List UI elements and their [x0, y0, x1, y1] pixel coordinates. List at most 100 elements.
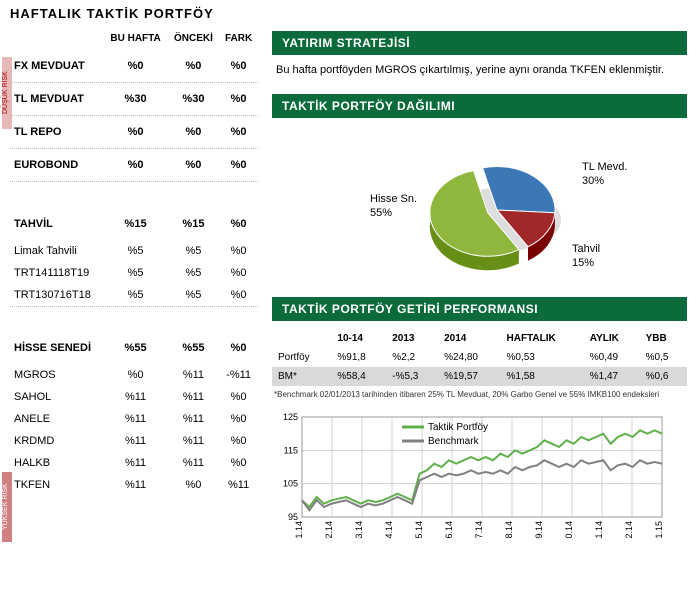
- alloc-cell: MGROS: [10, 364, 103, 386]
- alloc-cell: %30: [103, 83, 167, 116]
- alloc-row: TL MEVDUAT%30%30%0: [10, 83, 258, 116]
- alloc-cell: TL REPO: [10, 116, 103, 149]
- strategy-header: YATIRIM STRATEJİSİ: [272, 31, 687, 55]
- alloc-cell: %11: [103, 474, 167, 496]
- y-tick-label: 105: [283, 479, 298, 489]
- alloc-cell: %11: [103, 452, 167, 474]
- alloc-cell: %5: [168, 240, 220, 262]
- alloc-cell: %5: [103, 240, 167, 262]
- alloc-cell: %15: [103, 208, 167, 240]
- alloc-cell: -%11: [219, 364, 258, 386]
- alloc-row: EUROBOND%0%0%0: [10, 149, 258, 182]
- alloc-row: FX MEVDUAT%0%0%0: [10, 50, 258, 83]
- alloc-cell: ANELE: [10, 408, 103, 430]
- alloc-col-header: BU HAFTA: [103, 31, 167, 50]
- alloc-row: HALKB%11%11%0: [10, 452, 258, 474]
- alloc-cell: %0: [219, 83, 258, 116]
- pie-label: Hisse Sn.: [370, 193, 417, 205]
- pie-header: TAKTİK PORTFÖY DAĞILIMI: [272, 94, 687, 118]
- alloc-cell: %0: [219, 149, 258, 182]
- perf-col-header: 10-14: [331, 329, 386, 348]
- alloc-row: TRT130716T18%5%5%0: [10, 284, 258, 307]
- alloc-row: TAHVİL%15%15%0: [10, 208, 258, 240]
- legend-label: Benchmark: [428, 436, 480, 447]
- alloc-cell: TRT141118T19: [10, 262, 103, 284]
- x-tick-label: 01.14: [294, 521, 304, 539]
- alloc-cell: %5: [168, 262, 220, 284]
- alloc-cell: %55: [168, 332, 220, 364]
- line-chart: 9510511512501.1402.1403.1404.1405.1406.1…: [272, 407, 687, 542]
- alloc-row: MGROS%0%11-%11: [10, 364, 258, 386]
- alloc-row: ANELE%11%11%0: [10, 408, 258, 430]
- alloc-cell: %11: [219, 474, 258, 496]
- perf-cell: %91,8: [331, 348, 386, 367]
- alloc-cell: %0: [103, 149, 167, 182]
- alloc-col-header: [10, 31, 103, 50]
- alloc-row: SAHOL%11%11%0: [10, 386, 258, 408]
- allocation-table: BU HAFTAÖNCEKİFARK FX MEVDUAT%0%0%0TL ME…: [10, 31, 258, 496]
- alloc-row: Limak Tahvili%5%5%0: [10, 240, 258, 262]
- perf-footnote: *Benchmark 02/01/2013 tarihinden itibare…: [272, 386, 687, 408]
- perf-row: BM*%58,4-%5,3%19,57%1,58%1,47%0,6: [272, 367, 687, 386]
- alloc-cell: %11: [103, 386, 167, 408]
- alloc-cell: %0: [168, 50, 220, 83]
- y-tick-label: 115: [284, 446, 298, 456]
- alloc-cell: %0: [103, 116, 167, 149]
- alloc-cell: %0: [219, 386, 258, 408]
- perf-cell: %2,2: [386, 348, 438, 367]
- x-tick-label: 05.14: [414, 521, 424, 539]
- x-tick-label: 11.14: [594, 521, 604, 539]
- perf-cell: %1,47: [584, 367, 640, 386]
- alloc-cell: %0: [168, 474, 220, 496]
- alloc-cell: %0: [219, 332, 258, 364]
- pie-pct: 30%: [582, 175, 604, 187]
- alloc-cell: %0: [168, 116, 220, 149]
- x-tick-label: 06.14: [444, 521, 454, 539]
- alloc-cell: TAHVİL: [10, 208, 103, 240]
- alloc-cell: %0: [219, 452, 258, 474]
- y-tick-label: 125: [283, 412, 298, 422]
- alloc-cell: %0: [103, 364, 167, 386]
- perf-cell: BM*: [272, 367, 331, 386]
- risk-high-label: YÜKSEK RİSK: [2, 472, 12, 542]
- x-tick-label: 02.14: [324, 521, 334, 539]
- perf-col-header: YBB: [640, 329, 687, 348]
- alloc-cell: %15: [168, 208, 220, 240]
- perf-col-header: 2013: [386, 329, 438, 348]
- alloc-cell: %0: [168, 149, 220, 182]
- alloc-col-header: ÖNCEKİ: [168, 31, 220, 50]
- perf-col-header: HAFTALIK: [501, 329, 584, 348]
- alloc-cell: %0: [219, 262, 258, 284]
- page-title: HAFTALIK TAKTİK PORTFÖY: [10, 6, 687, 21]
- alloc-cell: HİSSE SENEDİ: [10, 332, 103, 364]
- pie-pct: 55%: [370, 207, 392, 219]
- pie-label: TL Mevd.: [582, 161, 627, 173]
- alloc-cell: %11: [168, 452, 220, 474]
- alloc-row: TL REPO%0%0%0: [10, 116, 258, 149]
- x-tick-label: 07.14: [474, 521, 484, 539]
- risk-low-label: DÜŞÜK RİSK: [2, 57, 12, 129]
- alloc-cell: %30: [168, 83, 220, 116]
- alloc-cell: FX MEVDUAT: [10, 50, 103, 83]
- perf-cell: -%5,3: [386, 367, 438, 386]
- alloc-cell: %0: [219, 116, 258, 149]
- perf-cell: %0,53: [501, 348, 584, 367]
- legend-label: Taktik Portföy: [428, 422, 488, 433]
- perf-cell: %24,80: [438, 348, 500, 367]
- x-tick-label: 12.14: [624, 521, 634, 539]
- alloc-row: TRT141118T19%5%5%0: [10, 262, 258, 284]
- x-tick-label: 09.14: [534, 521, 544, 539]
- alloc-cell: %11: [103, 408, 167, 430]
- x-tick-label: 01.15: [654, 521, 664, 539]
- alloc-cell: %5: [103, 262, 167, 284]
- perf-cell: %0,49: [584, 348, 640, 367]
- alloc-cell: %11: [168, 386, 220, 408]
- alloc-cell: TKFEN: [10, 474, 103, 496]
- alloc-cell: TRT130716T18: [10, 284, 103, 307]
- strategy-text: Bu hafta portföyden MGROS çıkartılmış, y…: [272, 63, 687, 94]
- alloc-cell: %0: [219, 284, 258, 307]
- alloc-col-header: FARK: [219, 31, 258, 50]
- alloc-cell: %0: [219, 208, 258, 240]
- alloc-row: HİSSE SENEDİ%55%55%0: [10, 332, 258, 364]
- alloc-cell: %55: [103, 332, 167, 364]
